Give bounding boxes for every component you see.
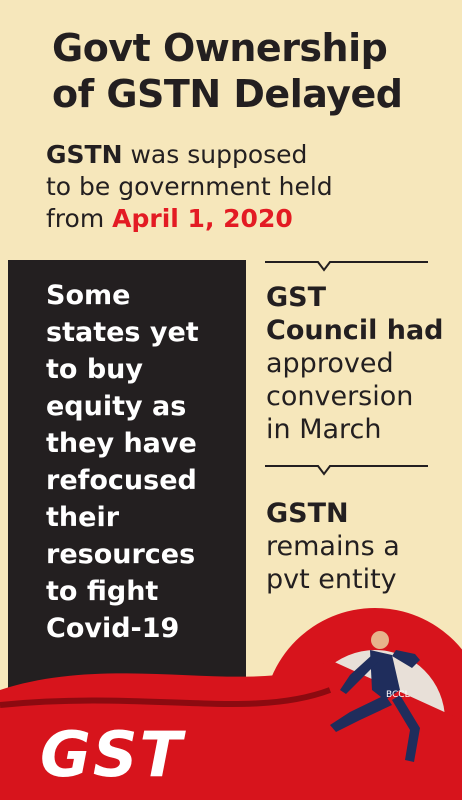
gst-logo: GST bbox=[40, 718, 184, 791]
red-swoosh bbox=[0, 660, 462, 800]
subtitle: from bbox=[46, 204, 105, 233]
box-line: their bbox=[46, 502, 120, 533]
block-body: pvt entity bbox=[266, 564, 397, 595]
block-heading: Council had bbox=[266, 315, 444, 346]
box-line: resources bbox=[46, 539, 196, 570]
subtitle-lead: GSTN bbox=[46, 140, 123, 169]
box-line: refocused bbox=[46, 465, 197, 496]
block-body: approved bbox=[266, 348, 394, 379]
runner bbox=[330, 631, 420, 762]
box-line: they have bbox=[46, 428, 197, 459]
box-line: Some bbox=[46, 280, 131, 311]
title: of GSTN Delayed bbox=[52, 72, 403, 116]
block-heading: GSTN bbox=[266, 498, 349, 529]
divider bbox=[265, 261, 428, 272]
box-line: equity as bbox=[46, 391, 187, 422]
subtitle: to be government held bbox=[46, 172, 333, 201]
box-line: Covid-19 bbox=[46, 613, 180, 644]
dark-box bbox=[8, 260, 246, 700]
block-body: in March bbox=[266, 414, 382, 445]
subtitle-date: April 1, 2020 bbox=[112, 204, 293, 233]
box-line: states yet bbox=[46, 317, 199, 348]
swoosh-shade bbox=[0, 687, 332, 708]
credit: BCCL bbox=[386, 690, 410, 700]
block-heading: GST bbox=[266, 282, 327, 313]
box-line: to buy bbox=[46, 354, 144, 385]
box-line: to fight bbox=[46, 576, 159, 607]
divider bbox=[265, 465, 428, 476]
block-body: conversion bbox=[266, 381, 414, 412]
subtitle: was supposed bbox=[130, 140, 308, 169]
block-body: remains a bbox=[266, 531, 400, 562]
title: Govt Ownership bbox=[52, 26, 388, 70]
